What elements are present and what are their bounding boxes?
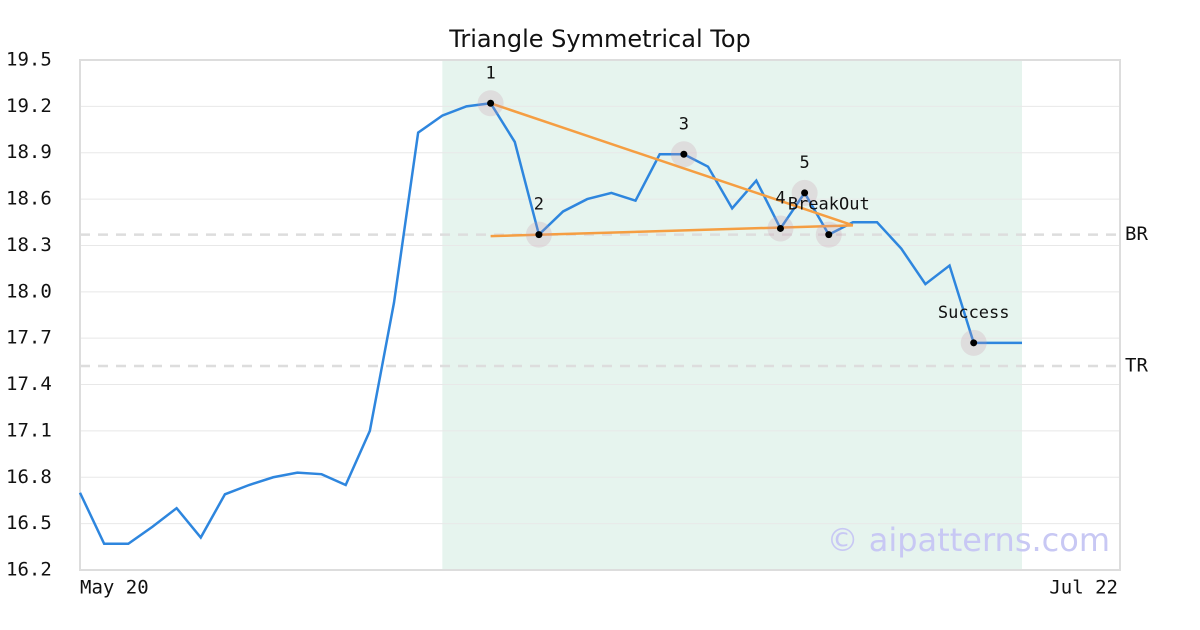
point-label: 2 bbox=[534, 195, 544, 215]
y-tick-label: 19.5 bbox=[6, 49, 52, 71]
pattern-point bbox=[535, 231, 543, 239]
y-tick-label: 18.6 bbox=[6, 188, 52, 210]
y-tick-label: 16.8 bbox=[6, 466, 52, 488]
point-label: 4 bbox=[775, 188, 785, 208]
x-tick-label: Jul 22 bbox=[1049, 577, 1118, 599]
pattern-point bbox=[970, 339, 978, 347]
point-label: 5 bbox=[799, 153, 809, 173]
y-tick-label: 17.1 bbox=[6, 419, 52, 441]
y-tick-label: 18.0 bbox=[6, 280, 52, 302]
pattern-point bbox=[801, 189, 809, 197]
pattern-point bbox=[680, 150, 688, 158]
point-label: BreakOut bbox=[788, 195, 870, 215]
trend-line bbox=[490, 102, 854, 227]
trend-line bbox=[490, 224, 853, 238]
price-line bbox=[78, 101, 1022, 545]
level-label: BR bbox=[1125, 223, 1148, 245]
pattern-point bbox=[825, 231, 833, 239]
chart-title: Triangle Symmetrical Top bbox=[448, 25, 751, 53]
y-tick-label: 17.7 bbox=[6, 327, 52, 349]
pattern-point bbox=[487, 99, 495, 107]
point-label: 1 bbox=[485, 63, 495, 83]
y-tick-label: 19.2 bbox=[6, 95, 52, 117]
y-tick-label: 16.5 bbox=[6, 512, 52, 534]
pattern-point bbox=[776, 224, 784, 232]
x-tick-label: May 20 bbox=[80, 577, 149, 599]
watermark: © aipatterns.com bbox=[827, 521, 1110, 559]
point-label: Success bbox=[938, 303, 1010, 323]
point-label: 3 bbox=[679, 114, 689, 134]
shade-region bbox=[442, 60, 1022, 570]
level-label: TR bbox=[1125, 355, 1148, 377]
y-tick-label: 18.3 bbox=[6, 234, 52, 256]
y-tick-label: 18.9 bbox=[6, 141, 52, 163]
y-tick-label: 17.4 bbox=[6, 373, 52, 395]
y-tick-label: 16.2 bbox=[6, 559, 52, 581]
plot-frame bbox=[79, 59, 1121, 571]
